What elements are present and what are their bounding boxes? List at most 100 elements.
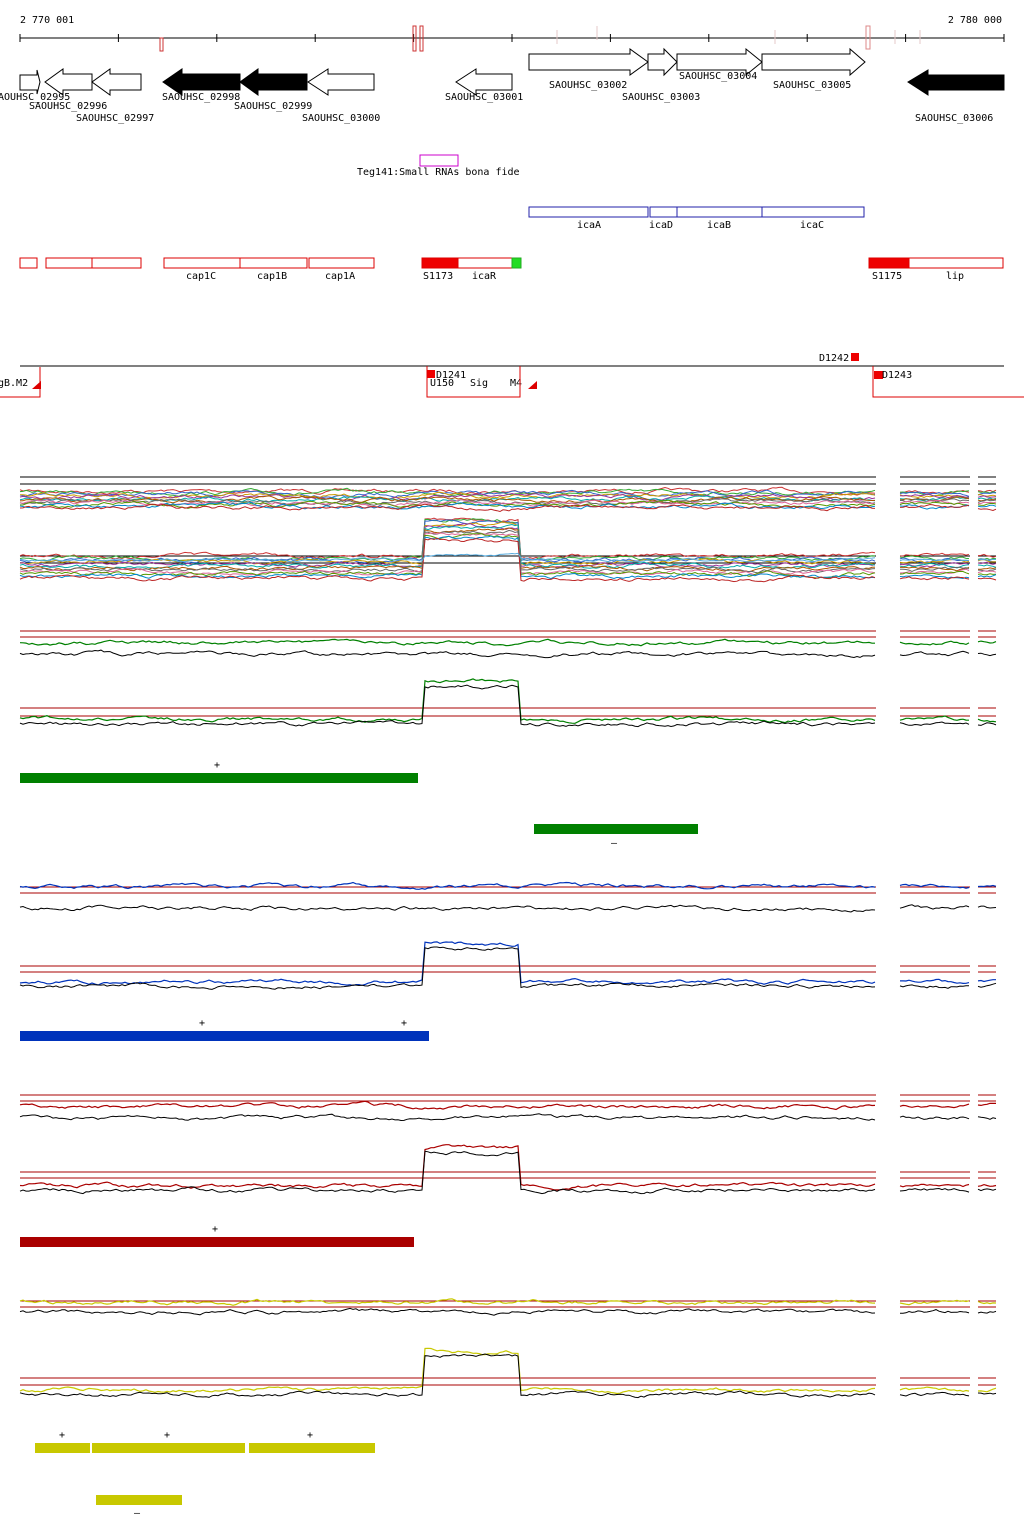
operon-box[interactable]	[649, 206, 678, 218]
segment-bar	[20, 773, 418, 783]
expression-line	[19, 1113, 876, 1122]
expression-line	[19, 638, 875, 647]
expression-line	[899, 1183, 970, 1188]
gene-arrow[interactable]	[455, 68, 513, 96]
transcript-box[interactable]	[511, 257, 522, 269]
gene-arrow[interactable]	[162, 68, 241, 96]
gene-label: SAOUHSC_03006	[915, 113, 993, 124]
gene-arrow[interactable]	[647, 47, 678, 77]
tss-label: D1242	[819, 353, 849, 364]
expression-line	[977, 905, 997, 909]
gene-label: SAOUHSC_03000	[302, 113, 380, 124]
transcript-box[interactable]	[868, 257, 910, 269]
gene-arrow[interactable]	[307, 68, 375, 96]
expression-line	[977, 652, 997, 657]
transcript-box[interactable]	[45, 257, 93, 269]
transcript-label: lip	[946, 271, 964, 282]
expression-line	[977, 561, 997, 565]
expression-line	[977, 570, 997, 574]
coordinate-ruler: 2 770 001 2 780 000	[19, 15, 1005, 52]
gene-arrow[interactable]	[676, 47, 763, 77]
expression-line	[19, 492, 876, 502]
expression-line	[19, 881, 876, 890]
expression-line	[899, 715, 970, 721]
transcript-box[interactable]	[19, 257, 38, 269]
expression-line	[977, 979, 996, 983]
expression-line	[899, 1309, 970, 1314]
transcript-label: cap1B	[257, 271, 287, 282]
segment-mark: +	[401, 1018, 407, 1029]
expression-line	[899, 491, 970, 497]
expression-line	[19, 552, 876, 563]
transcript-box[interactable]	[308, 257, 375, 269]
transcript-label: cap1C	[186, 271, 216, 282]
gene-label: SAOUHSC_02995	[0, 92, 70, 103]
expression-line	[977, 567, 997, 570]
expression-line	[19, 486, 876, 496]
ruler-end-label: 2 780 000	[948, 15, 1002, 26]
transcript-box[interactable]	[163, 257, 241, 269]
operon-box[interactable]	[528, 206, 649, 218]
operon-label: icaB	[707, 220, 731, 231]
expression-line	[19, 495, 876, 504]
expression-line	[977, 1188, 997, 1192]
transcript-box[interactable]	[908, 257, 1004, 269]
operon-label: icaA	[577, 220, 601, 231]
gene-arrow[interactable]	[239, 68, 308, 96]
tss-label: D1243	[882, 370, 912, 381]
transcript-box[interactable]	[457, 257, 513, 269]
gene-arrow[interactable]	[761, 47, 866, 77]
tss-marker[interactable]	[874, 371, 883, 379]
expression-line	[977, 1102, 996, 1107]
gene-label: SAOUHSC_03002	[549, 80, 627, 91]
transcript-box[interactable]	[91, 257, 142, 269]
promoter-arrow	[872, 366, 1024, 398]
gene-arrow[interactable]	[44, 68, 93, 96]
expression-line	[899, 1386, 970, 1393]
segment-bar	[92, 1443, 245, 1453]
gene-arrow[interactable]	[91, 68, 142, 96]
expression-line	[899, 570, 970, 575]
gene-label: SAOUHSC_03004	[679, 71, 757, 82]
expression-line	[977, 1300, 997, 1305]
gene-arrow[interactable]	[19, 69, 41, 95]
expression-line	[19, 941, 876, 987]
expression-line	[977, 577, 997, 581]
expression-line	[19, 1307, 876, 1316]
expression-line	[899, 566, 970, 572]
segment-mark: –	[611, 838, 618, 849]
tss-label: D1241	[436, 370, 466, 381]
tss-marker[interactable]	[851, 353, 859, 361]
transcript-box[interactable]	[239, 257, 308, 269]
expression-line	[19, 499, 876, 509]
expression-line	[19, 1298, 876, 1306]
expression-line	[977, 491, 997, 494]
expression-line	[19, 503, 876, 513]
expression-line	[977, 564, 997, 568]
expression-line	[977, 1387, 997, 1393]
tss-marker[interactable]	[427, 370, 435, 378]
expression-line	[899, 1115, 970, 1120]
promoter-arrow-head	[32, 381, 41, 389]
expression-line	[19, 904, 876, 913]
expression-line	[19, 1150, 876, 1195]
tss-label: M4	[510, 378, 522, 389]
gene-track: SAOUHSC_02995 SAOUHSC_02996 SAOUHSC_0299…	[0, 47, 1005, 124]
gene-label: SAOUHSC_03005	[773, 80, 851, 91]
gene-arrow[interactable]	[528, 48, 649, 76]
segment-bar	[534, 824, 698, 834]
promoter-arrow	[0, 367, 41, 398]
expression-line	[977, 553, 997, 558]
expression-line	[899, 904, 970, 910]
expression-line	[977, 982, 997, 988]
segment-bar	[20, 1237, 414, 1247]
operon-box[interactable]	[761, 206, 865, 218]
expression-line	[977, 494, 997, 497]
gene-arrow[interactable]	[907, 69, 1005, 96]
operon-box[interactable]	[676, 206, 763, 218]
transcript-box[interactable]	[421, 257, 459, 269]
expression-line	[899, 883, 970, 889]
srna-feature[interactable]	[419, 154, 459, 167]
expression-line	[899, 650, 970, 657]
